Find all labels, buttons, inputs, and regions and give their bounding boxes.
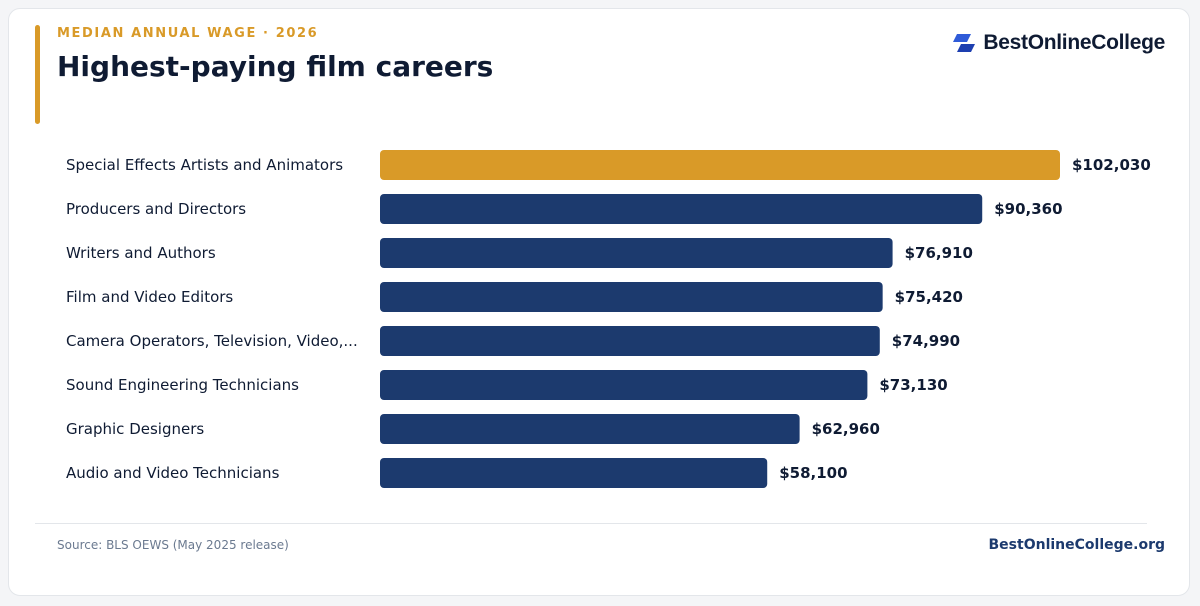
brand-logo: BestOnlineCollege xyxy=(951,31,1165,55)
bar[interactable] xyxy=(380,282,883,312)
category-label: Producers and Directors xyxy=(66,200,246,218)
value-label: $74,990 xyxy=(892,332,960,350)
category-label: Special Effects Artists and Animators xyxy=(66,156,343,174)
parallelogram-logo-icon xyxy=(953,34,976,52)
bar[interactable] xyxy=(380,194,983,224)
category-label: Film and Video Editors xyxy=(66,288,233,306)
category-label: Graphic Designers xyxy=(66,420,204,438)
footer-divider xyxy=(35,523,1147,524)
source-note: Source: BLS OEWS (May 2025 release) xyxy=(57,538,289,552)
value-label: $75,420 xyxy=(895,288,963,306)
chart-title: Highest-paying film careers xyxy=(57,50,494,83)
footer-brand-link[interactable]: BestOnlineCollege.org xyxy=(988,537,1165,553)
value-label: $62,960 xyxy=(812,420,880,438)
bar[interactable] xyxy=(380,326,880,356)
chart-subtitle: MEDIAN ANNUAL WAGE · 2026 xyxy=(57,26,319,41)
bar[interactable] xyxy=(380,238,893,268)
category-label: Audio and Video Technicians xyxy=(66,464,280,482)
header-accent-bar xyxy=(35,25,40,124)
category-label: Sound Engineering Technicians xyxy=(66,376,299,394)
value-label: $73,130 xyxy=(879,376,947,394)
category-label: Writers and Authors xyxy=(66,244,216,262)
value-label: $90,360 xyxy=(994,200,1062,218)
value-label: $58,100 xyxy=(779,464,847,482)
value-label: $76,910 xyxy=(905,244,973,262)
bar[interactable] xyxy=(380,458,768,488)
bar[interactable] xyxy=(380,414,800,444)
value-label: $102,030 xyxy=(1072,156,1151,174)
bar[interactable] xyxy=(380,370,868,400)
category-label: Camera Operators, Television, Video,... xyxy=(66,332,358,350)
brand-name: BestOnlineCollege xyxy=(983,31,1165,54)
bar[interactable] xyxy=(380,150,1060,180)
